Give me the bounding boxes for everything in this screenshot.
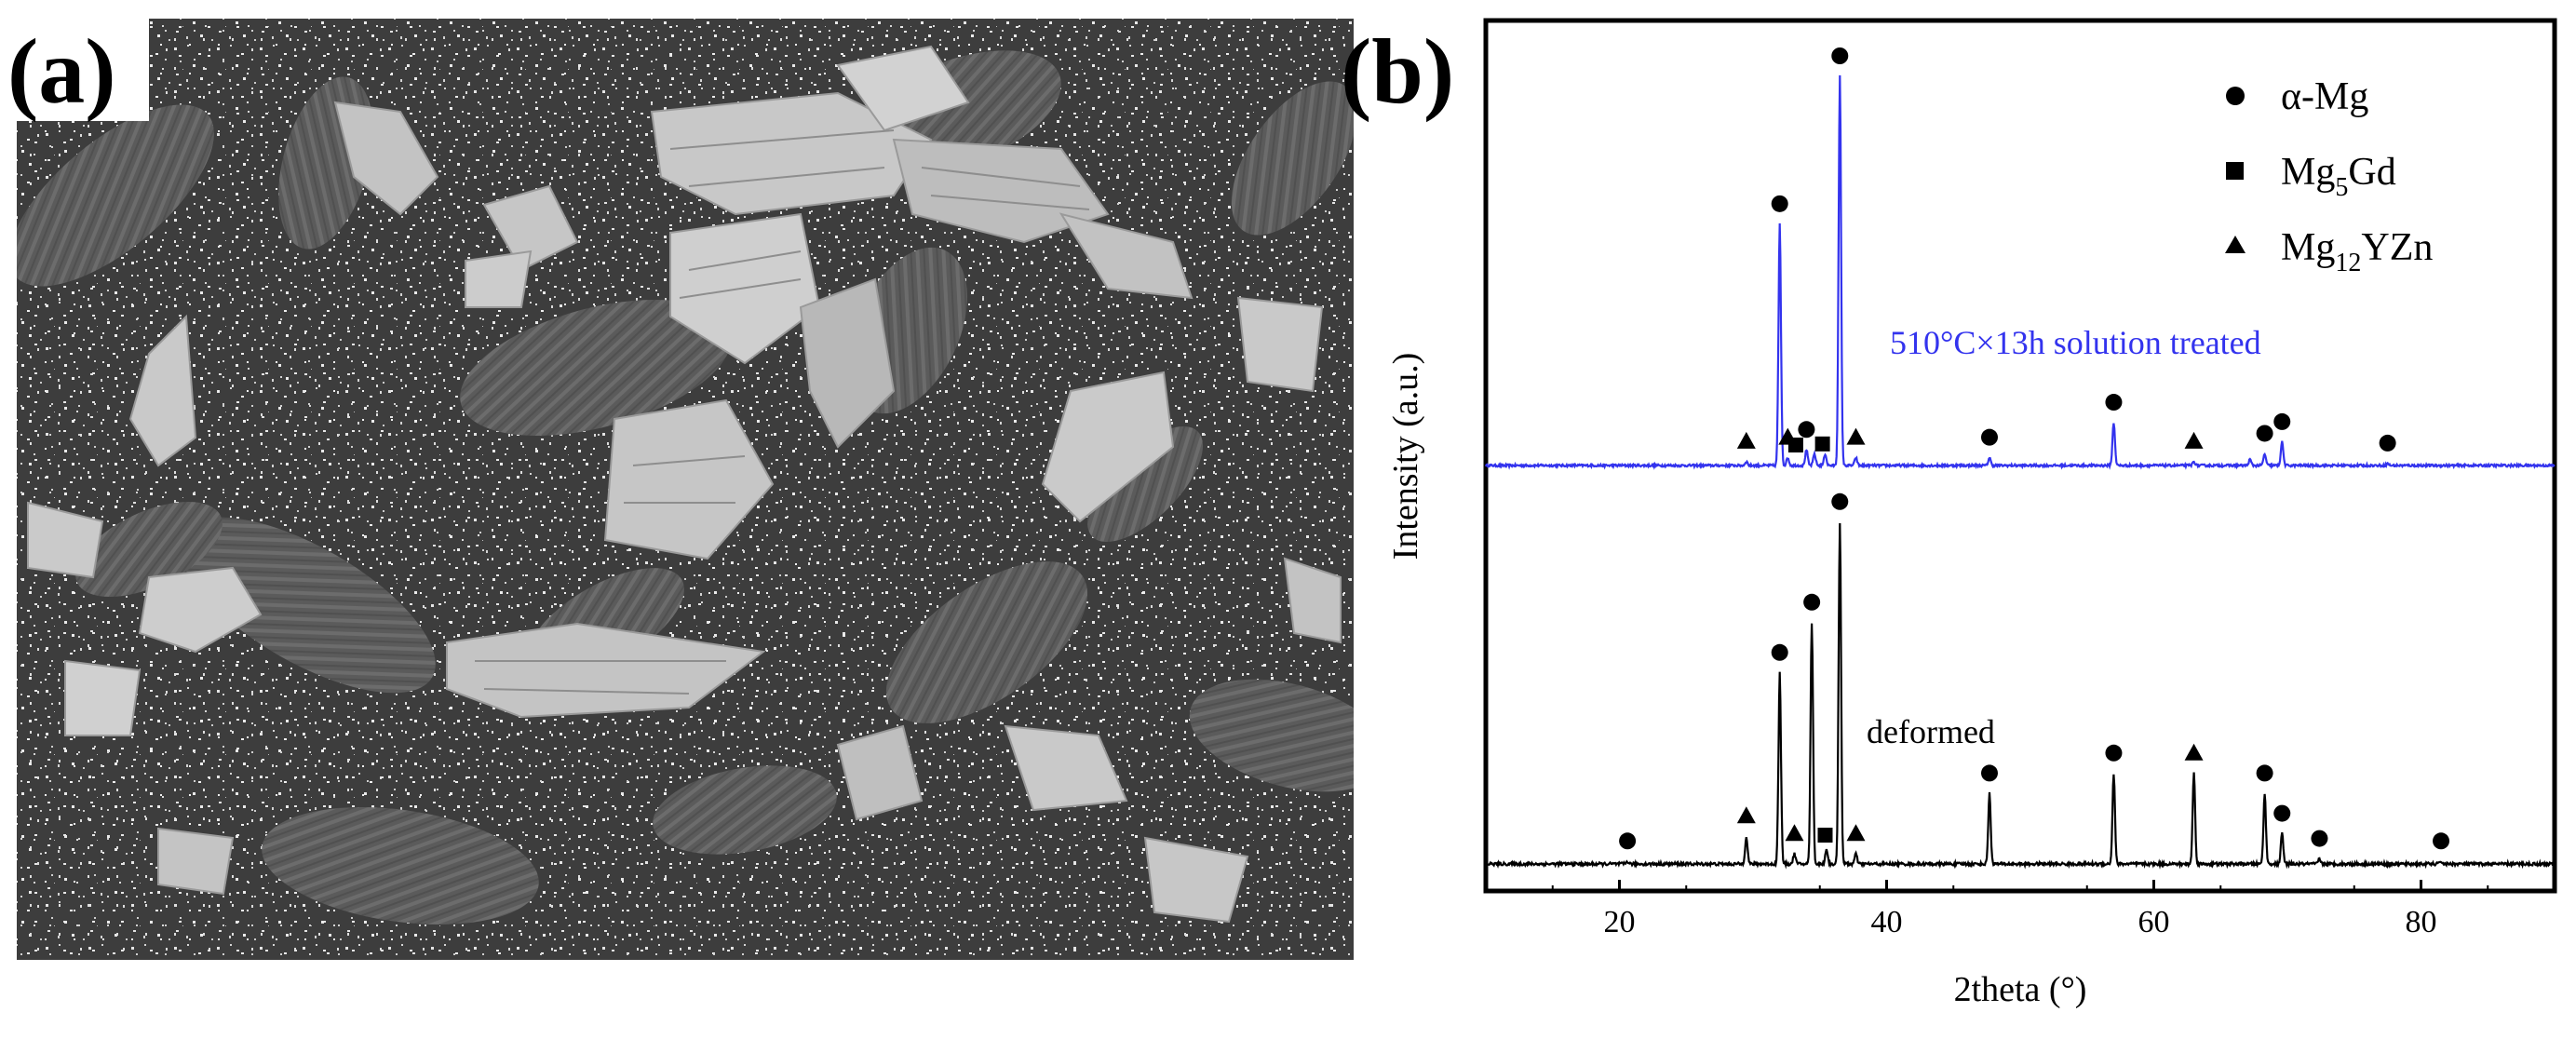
trace-deformed: [1485, 522, 2556, 870]
phase-marker-square: [1787, 438, 1803, 452]
dark-grains: [17, 50, 1354, 924]
phase-marker-circle: [1831, 47, 1849, 64]
x-tick-label: 40: [1871, 905, 1903, 939]
chart-legend: α-Mg Mg5Gd Mg12YZn: [2225, 75, 2433, 277]
legend-label-alpha-mg: α-Mg: [2281, 75, 2368, 118]
panel-a-label-box: [0, 19, 149, 121]
phase-marker-circle: [2273, 412, 2291, 430]
trace-solution-treated: [1484, 74, 2556, 470]
series-label-deformed: deformed: [1867, 713, 1995, 750]
x-axis-label: 2theta (°): [1954, 970, 2087, 1009]
phase-marker-square: [1817, 828, 1833, 843]
plot-frame: [1483, 18, 2557, 894]
x-tick-label: 80: [2406, 905, 2437, 939]
legend-label-mg5gd: Mg5Gd: [2281, 151, 2396, 202]
sem-info-text: SU5000 20.0kV 10.2mm x300 SE(L): [26, 976, 538, 1011]
legend-triangle-marker: [2225, 236, 2246, 253]
x-tick-label: 20: [1604, 905, 1636, 939]
sem-scale-label: 100μm: [1134, 976, 1232, 1011]
phase-marker-circle: [2105, 394, 2123, 412]
phase-marker-triangle: [1846, 824, 1866, 842]
phase-marker-triangle: [2184, 743, 2204, 761]
lamella-lines: [475, 129, 1090, 695]
phase-marker-circle: [1980, 428, 1998, 446]
phase-marker-square: [1814, 436, 1830, 452]
phase-marker-circle: [1619, 832, 1637, 850]
x-tick-label: 60: [2138, 905, 2170, 939]
phase-marker-circle: [1803, 593, 1821, 611]
phase-marker-circle: [2311, 830, 2328, 847]
phase-marker-triangle: [1736, 806, 1756, 824]
phase-marker-circle: [2433, 832, 2450, 850]
sem-info-bar: [17, 960, 1354, 1025]
legend-circle-marker: [2226, 87, 2245, 105]
phase-marker-circle: [2273, 804, 2291, 822]
phase-marker-circle: [2256, 425, 2273, 442]
sem-micrograph: SU5000 20.0kV 10.2mm x300 SE(L) 100μm: [17, 19, 1354, 1025]
phase-marker-circle: [2105, 744, 2123, 762]
phase-marker-triangle: [1846, 427, 1866, 445]
phase-marker-circle: [1798, 421, 1815, 439]
phase-marker-circle: [1980, 764, 1998, 782]
sem-scale-bar: [1032, 974, 1313, 996]
series-label-solution-treated: 510°C×13h solution treated: [1890, 324, 2261, 361]
phase-marker-circle: [1771, 643, 1788, 661]
phase-marker-circle: [1831, 493, 1849, 510]
y-axis-label: Intensity (a.u.): [1386, 353, 1425, 560]
phase-marker-triangle: [2184, 431, 2204, 449]
panel-b-label: (b): [1341, 20, 1454, 123]
panel-a-label: (a): [7, 20, 116, 123]
phase-marker-triangle: [1785, 824, 1804, 842]
phase-marker-circle: [2379, 434, 2396, 452]
phase-marker-triangle: [1736, 431, 1756, 449]
xrd-chart: 20 40 60 80 510°C×13h solution treated defo…: [1386, 18, 2557, 1009]
phase-marker-circle: [2256, 764, 2273, 782]
legend-label-mg12yzn: Mg12YZn: [2281, 226, 2433, 277]
phase-marker-circle: [1771, 195, 1788, 212]
legend-square-marker: [2226, 162, 2244, 180]
